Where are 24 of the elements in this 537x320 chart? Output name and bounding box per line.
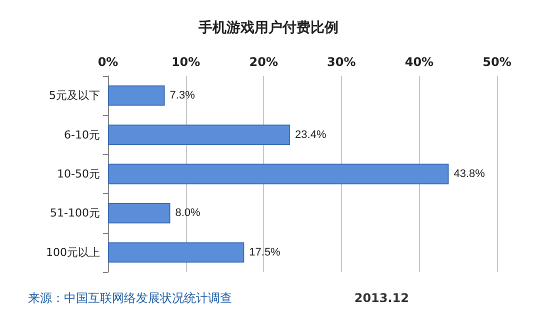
y-tick-label: 6-10元	[64, 128, 100, 142]
bar	[108, 85, 165, 106]
chart-title: 手机游戏用户付费比例	[198, 19, 338, 36]
data-label: 8.0%	[175, 207, 201, 220]
text: 2013.12	[354, 291, 409, 305]
data-label: 43.8%	[454, 168, 486, 180]
bar	[108, 203, 170, 224]
bar	[108, 242, 244, 263]
x-tick-label: 30%	[327, 55, 356, 69]
y-tick-label: 100元以上	[46, 246, 100, 259]
data-label: 17.5%	[249, 246, 281, 258]
data-label: 23.4%	[295, 128, 326, 141]
x-tick-label: 40%	[404, 55, 434, 69]
bar	[108, 164, 449, 184]
x-tick-label: 0%	[98, 55, 118, 69]
x-tick-label: 20%	[249, 55, 278, 69]
bar	[108, 124, 290, 145]
y-tick-label: 5元及以下	[49, 89, 100, 102]
x-tick-label: 50%	[482, 55, 512, 69]
y-tick-label: 10-50元	[57, 168, 100, 180]
data-label: 7.3%	[170, 90, 196, 102]
x-tick-label: 10%	[171, 55, 200, 69]
y-tick-label: 51-100元	[50, 206, 100, 220]
source-note: 来源：中国互联网络发展状况统计调查	[28, 291, 232, 305]
